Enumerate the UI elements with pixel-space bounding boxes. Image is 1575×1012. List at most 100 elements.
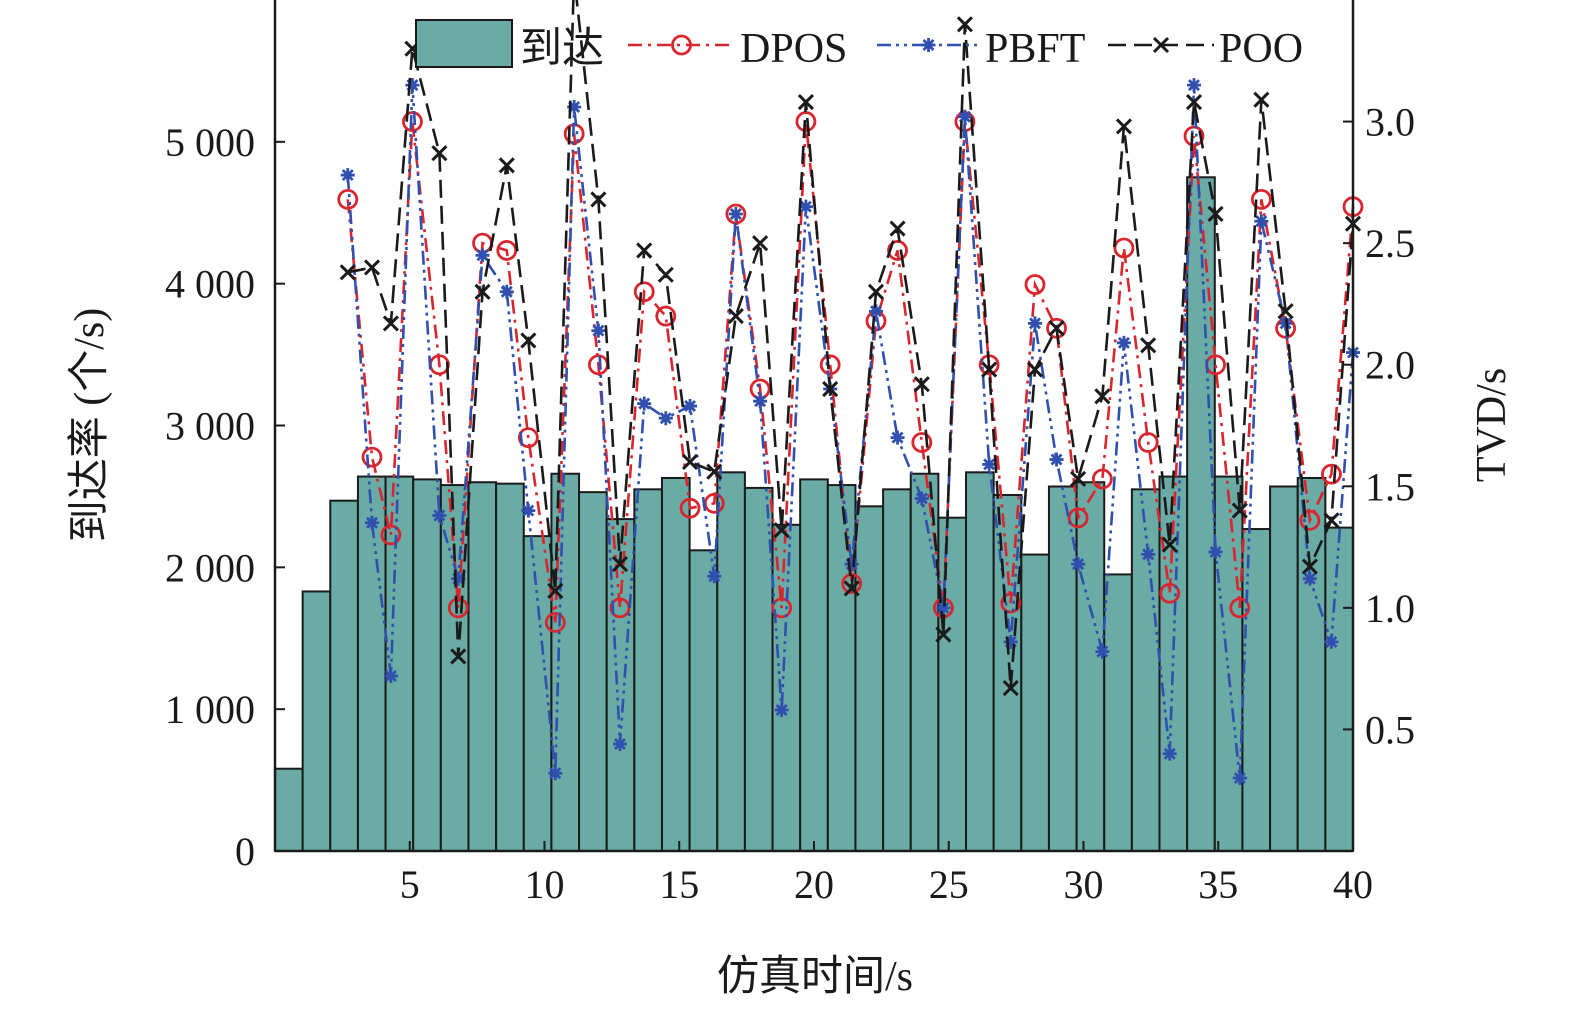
y-right-tick-label: 2.5 — [1365, 221, 1415, 266]
series-poo-marker — [935, 626, 952, 643]
bar — [329, 499, 359, 852]
series-poo-marker — [657, 266, 674, 283]
series-pbft-marker — [798, 199, 813, 214]
series-pbft-marker — [707, 569, 722, 584]
series-pbft-marker — [365, 515, 380, 530]
series-pbft-marker — [567, 99, 582, 114]
series-dpos-marker — [887, 240, 908, 261]
series-pbft-marker — [774, 702, 789, 717]
y-right-tick-label: 0.5 — [1365, 707, 1415, 752]
bar — [1241, 528, 1272, 852]
bar — [550, 472, 581, 852]
x-tick-label: 5 — [400, 862, 420, 907]
lines-layer — [337, 0, 1364, 786]
series-dpos-marker — [1183, 125, 1205, 147]
series-pbft-marker — [548, 766, 563, 781]
series-pbft-marker — [612, 737, 627, 752]
legend-dpos-marker — [671, 34, 692, 56]
y-left-tick-label: 1 000 — [165, 687, 255, 732]
legend-poo-marker — [1152, 36, 1170, 54]
y-left-tick-label: 0 — [235, 829, 255, 874]
bar — [1186, 176, 1216, 852]
series-poo-marker — [773, 521, 790, 539]
bar — [1296, 476, 1327, 852]
bar — [1324, 526, 1355, 852]
series-pbft-marker — [982, 457, 997, 472]
series-pbft-marker — [1162, 746, 1177, 761]
series-poo-marker — [843, 580, 860, 597]
bar — [522, 535, 553, 852]
y-right-tick-label: 1.0 — [1365, 586, 1415, 631]
legend-label-arrival: 到达 — [520, 26, 604, 72]
series-poo-marker — [339, 264, 356, 281]
series-dpos-marker — [795, 111, 817, 132]
series-pbft-marker — [405, 78, 420, 93]
bar — [771, 523, 802, 852]
y-right-tick-label: 2.0 — [1365, 343, 1415, 388]
series-pbft-marker — [957, 109, 972, 124]
series-poo-marker — [1301, 558, 1318, 575]
series-pbft — [340, 78, 1360, 786]
series-poo-marker — [1207, 205, 1224, 223]
series-dpos-marker — [337, 188, 359, 210]
series-poo-marker — [913, 376, 930, 393]
series-pbft-marker — [1003, 634, 1018, 649]
bar — [660, 476, 691, 852]
series-pbft-marker — [868, 304, 883, 319]
series-dpos-marker — [1159, 582, 1181, 604]
y-left-tick-label: 5 000 — [165, 120, 255, 165]
series-poo-marker — [867, 283, 885, 300]
series-dpos-marker — [655, 305, 677, 327]
legend-label-poo: POO — [1219, 26, 1303, 72]
series-pbft-marker — [521, 503, 536, 518]
series-poo-marker — [681, 453, 699, 471]
series-poo-marker — [611, 556, 629, 573]
series-dpos-marker — [1000, 592, 1022, 614]
x-tick-label: 30 — [1064, 862, 1104, 907]
bar — [439, 484, 470, 852]
series-dpos-marker — [679, 497, 701, 519]
x-tick-label: 25 — [929, 862, 969, 907]
series-poo-marker — [1140, 337, 1157, 354]
series-poo-marker — [1185, 94, 1203, 111]
series-poo-marker — [1253, 91, 1270, 108]
series-poo-marker — [981, 361, 998, 378]
bar — [854, 505, 885, 852]
series-dpos-marker — [1229, 597, 1251, 619]
series-dpos-marker — [609, 597, 631, 619]
series-poo-marker — [1161, 536, 1178, 553]
series-poo-marker — [498, 157, 515, 174]
series-dpos-marker — [380, 524, 402, 546]
legend-label-pbft: PBFT — [985, 26, 1085, 72]
bar — [495, 482, 525, 852]
series-pbft-marker — [340, 168, 355, 183]
series-pbft-marker — [683, 399, 698, 414]
bar — [965, 471, 995, 852]
series-dpos-marker — [496, 240, 518, 261]
bar — [1130, 488, 1161, 852]
series-pbft-marker — [383, 668, 398, 683]
series-dpos-line — [346, 121, 1355, 623]
series-poo-marker — [382, 315, 399, 332]
series-pbft-marker — [914, 491, 929, 506]
legend-label-dpos: DPOS — [740, 26, 847, 72]
series-pbft-marker — [844, 557, 859, 572]
series-pbft-marker — [1232, 771, 1247, 786]
series-pbft-marker — [1186, 78, 1201, 93]
series-poo-marker — [797, 94, 814, 111]
series-poo-marker — [590, 191, 607, 208]
bar — [688, 549, 719, 853]
bars-layer — [274, 176, 1355, 853]
series-dpos-marker — [911, 432, 933, 453]
series-pbft-marker — [1324, 634, 1339, 649]
series-pbft-marker — [753, 394, 768, 409]
bar — [1213, 475, 1244, 852]
x-tick-label: 40 — [1333, 862, 1373, 907]
y-right-axis-title: TVD/s — [1469, 368, 1515, 482]
series-pbft-marker — [637, 396, 652, 411]
series-dpos-marker — [633, 281, 655, 303]
bar — [1075, 481, 1106, 852]
series-dpos-marker — [1250, 188, 1272, 210]
series-pbft-marker — [1027, 316, 1042, 331]
series-pbft-marker — [1095, 644, 1110, 659]
